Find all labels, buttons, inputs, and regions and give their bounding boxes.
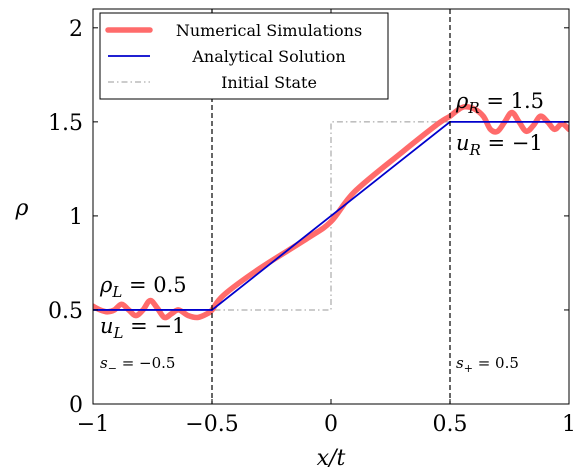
annotation-right-u: uR = −1	[456, 131, 543, 159]
y-tick-label: 1	[69, 205, 83, 230]
annotation-right-s: s+ = 0.5	[456, 354, 519, 375]
x-tick-label: −0.5	[185, 412, 238, 437]
y-tick-label: 0.5	[48, 299, 83, 324]
series-line-analytical-solution	[93, 120, 569, 311]
x-tick-label: −1	[77, 412, 109, 437]
y-axis-label: ρ	[15, 196, 29, 221]
x-axis-label: x/t	[317, 446, 346, 471]
x-tick-label: 0.5	[433, 412, 468, 437]
legend-label: Initial State	[221, 73, 317, 92]
annotation-right-rho: ρR = 1.5	[455, 89, 544, 117]
x-tick-label: 1	[562, 412, 576, 437]
x-tick-label: 0	[324, 412, 338, 437]
annotation-left-s: s− = −0.5	[100, 354, 175, 375]
y-tick-label: 0	[69, 393, 83, 418]
legend: Numerical Simulations Analytical Solution…	[99, 12, 389, 100]
y-tick-label: 2	[69, 17, 83, 42]
tick-layer: −1 −0.5 0 0.5 1 0 0.5 1 1.5 2	[48, 9, 576, 437]
y-tick-label: 1.5	[48, 111, 83, 136]
legend-label: Numerical Simulations	[176, 21, 362, 40]
legend-label: Analytical Solution	[191, 47, 345, 66]
series-line-numerical-simulations	[93, 103, 569, 321]
annotation-left-u: uL = −1	[100, 314, 185, 342]
annotation-left-rho: ρL = 0.5	[99, 273, 187, 301]
